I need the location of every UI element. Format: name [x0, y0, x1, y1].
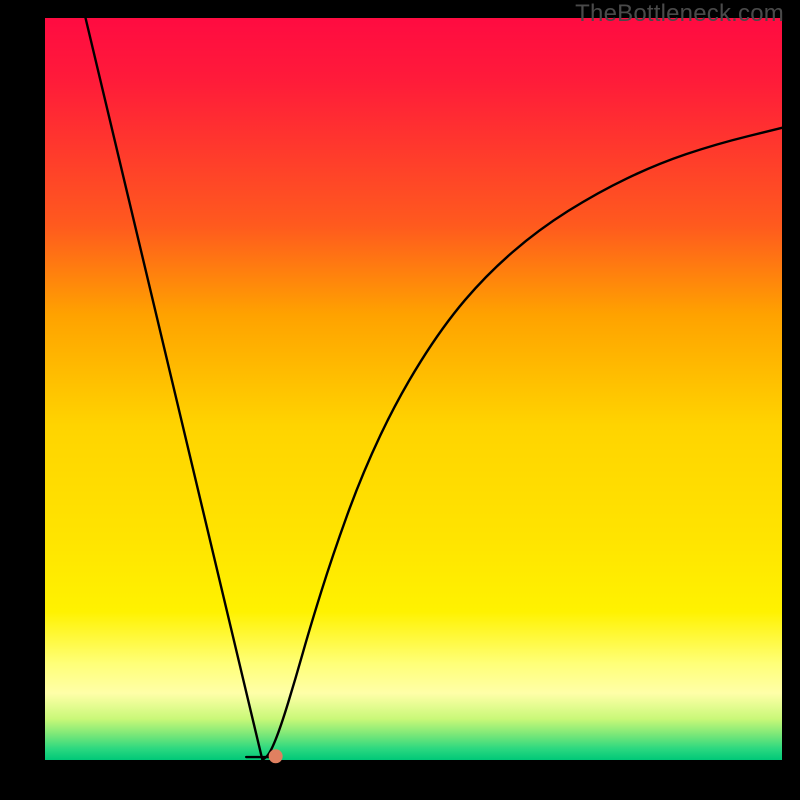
chart-svg [0, 0, 800, 800]
optimal-point-marker [269, 749, 283, 763]
watermark-text: TheBottleneck.com [575, 0, 784, 28]
chart-stage: TheBottleneck.com [0, 0, 800, 800]
plot-area [45, 18, 782, 760]
